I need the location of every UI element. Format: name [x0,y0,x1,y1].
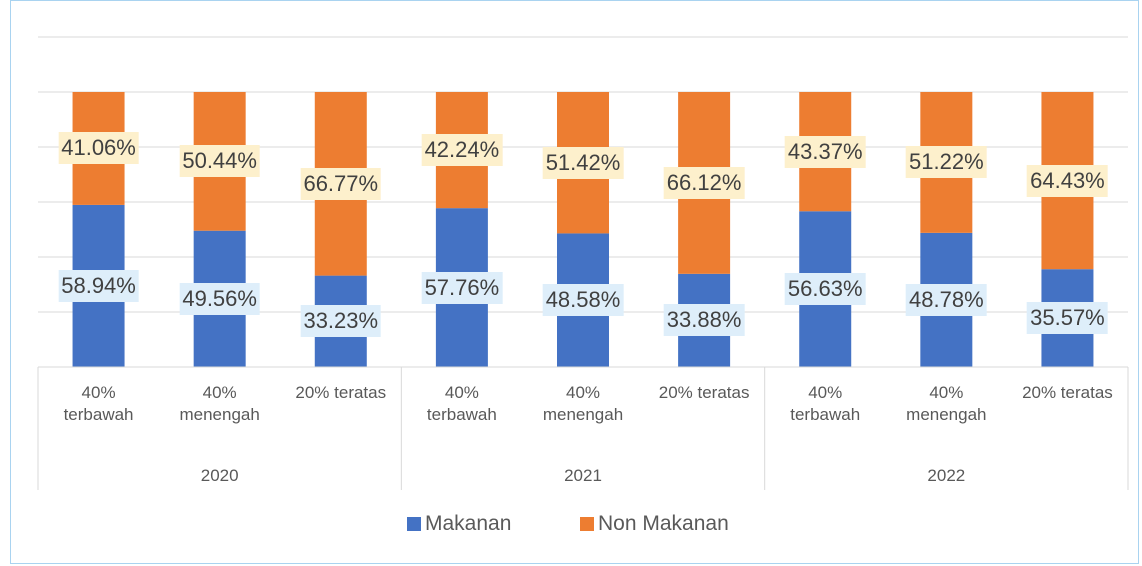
value-label: 58.94% [58,269,139,302]
x-tick-label: 20% teratas [1022,383,1113,402]
value-label: 33.88% [663,304,745,337]
value-label: 41.06% [58,132,139,165]
x-tick-label: 40% terbawah [426,383,497,424]
legend-label: Non Makanan [598,512,729,535]
value-label: 51.42% [542,146,624,179]
x-tick-label: 20% teratas [658,383,750,402]
value-label: 42.24% [421,134,503,167]
value-label: 64.43% [1027,164,1108,197]
value-label: 49.56% [179,282,260,315]
legend-swatch [580,517,594,531]
value-label: 43.37% [784,135,866,168]
group-label: 2020 [200,466,239,485]
chart-frame [10,0,1139,564]
x-tick-label: 40% terbawah [63,383,134,424]
group-label: 2021 [564,466,602,485]
x-tick-label: 20% teratas [295,383,387,402]
x-tick-label: 40% menengah [906,383,987,424]
legend-item: Non Makanan [580,512,729,536]
value-label: 66.12% [663,166,745,199]
value-label: 50.44% [179,145,260,178]
value-label: 66.77% [300,167,382,200]
value-label: 33.23% [300,305,382,338]
group-label: 2022 [927,466,966,485]
value-label: 56.63% [784,273,866,306]
value-label: 35.57% [1027,302,1108,335]
legend-item: Makanan [407,512,511,536]
x-tick-label: 40% menengah [179,383,260,424]
value-label: 48.58% [542,284,624,317]
legend-label: Makanan [425,512,512,535]
legend-swatch [407,517,421,531]
x-tick-label: 40% terbawah [790,383,861,424]
value-label: 51.22% [906,146,987,179]
value-label: 57.76% [421,271,503,304]
value-label: 48.78% [906,283,987,316]
x-tick-label: 40% menengah [542,383,624,424]
